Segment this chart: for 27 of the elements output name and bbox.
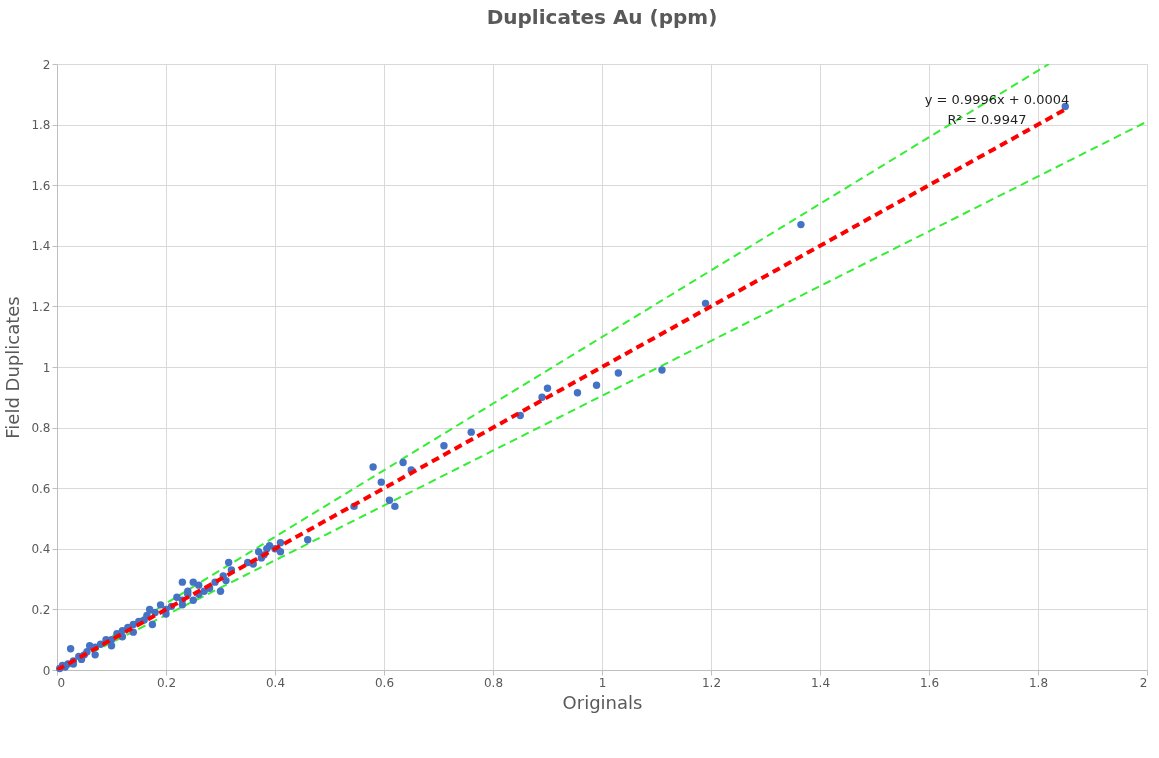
y-tick-label: 1.4 [31, 239, 51, 254]
y-tick-label: 0 [42, 663, 51, 678]
x-tick-label: 0.6 [374, 675, 395, 690]
x-tick-label: 0.2 [156, 675, 177, 690]
chart-title: Duplicates Au (ppm) [486, 5, 718, 29]
y-tick-label: 1.6 [31, 178, 51, 193]
x-tick-label: 0 [57, 675, 66, 690]
y-tick-label: 2 [42, 57, 51, 72]
y-tick-label: 1.8 [31, 118, 51, 133]
y-tick-label: 1 [42, 360, 51, 375]
x-tick-label: 1 [598, 675, 607, 690]
y-tick-label: 0.8 [31, 421, 51, 436]
annotation: R² = 0.9947 [947, 112, 1027, 127]
x-tick-label: 1.6 [919, 675, 940, 690]
x-tick-label: 0.8 [483, 675, 504, 690]
y-tick-label: 0.4 [31, 542, 51, 557]
x-tick-label: 1.2 [701, 675, 722, 690]
y-axis-title: Field Duplicates [2, 296, 24, 439]
y-tick-label: 0.2 [31, 602, 51, 617]
x-axis-title: Originals [562, 691, 643, 713]
y-tick-label: 0.6 [31, 481, 51, 496]
annotation: y = 0.9996x + 0.0004 [924, 92, 1070, 107]
y-tick-label: 1.2 [31, 299, 51, 314]
x-tick-label: 0.4 [265, 675, 286, 690]
x-tick-label: 2 [1139, 675, 1148, 690]
x-tick-label: 1.8 [1028, 675, 1049, 690]
x-tick-label: 1.4 [810, 675, 831, 690]
